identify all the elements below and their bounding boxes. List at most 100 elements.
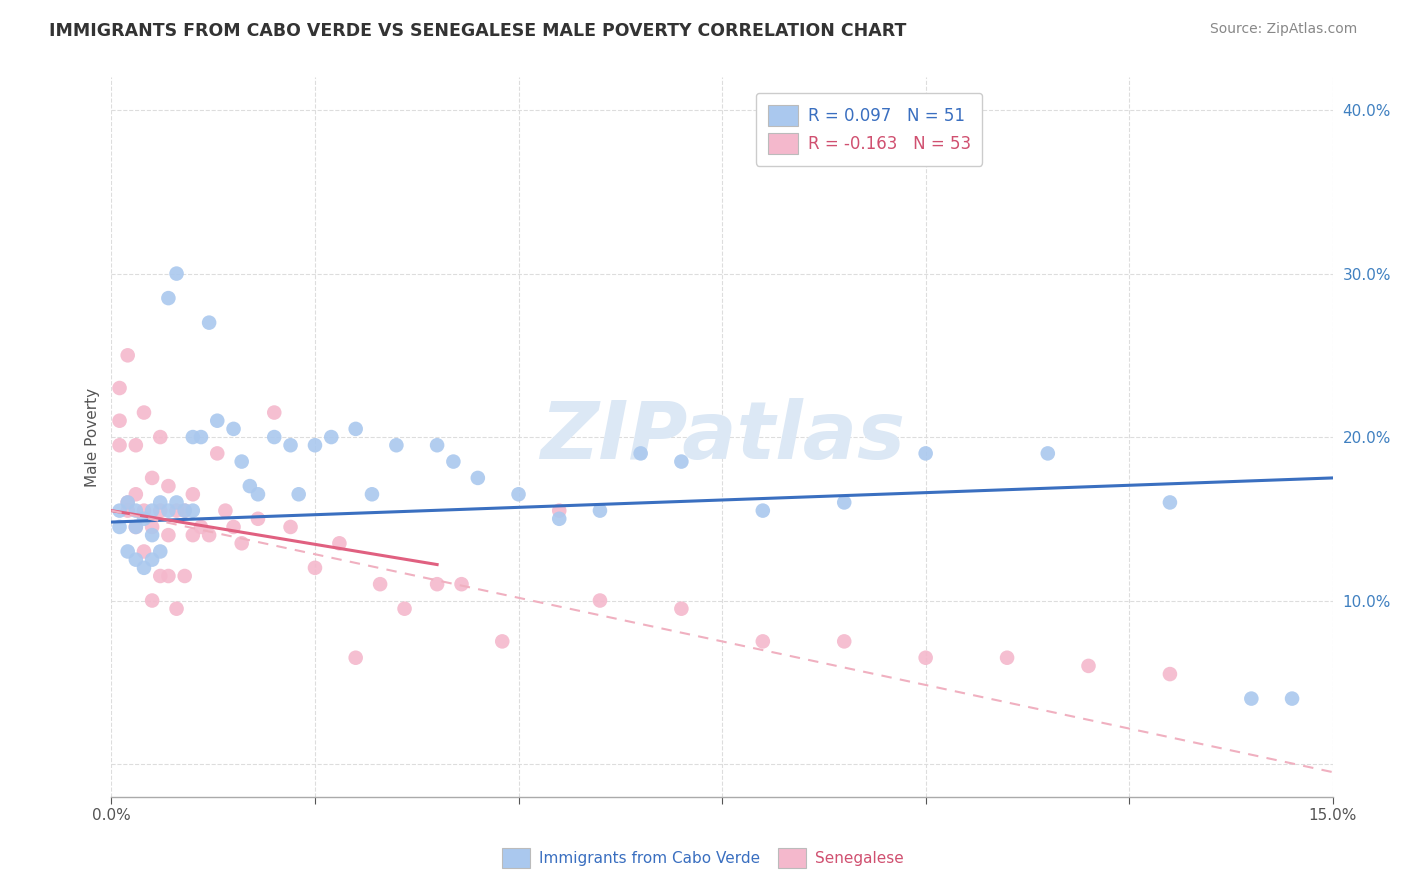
Point [181, 430, 204, 444]
Point [467, 471, 489, 485]
Point [149, 503, 172, 517]
Point [141, 520, 163, 534]
Point [214, 503, 236, 517]
Point [1159, 667, 1181, 681]
Point [198, 528, 221, 542]
Point [426, 577, 449, 591]
Point [141, 503, 163, 517]
Point [173, 569, 195, 583]
Point [117, 503, 139, 517]
Point [141, 593, 163, 607]
Point [508, 487, 530, 501]
Point [231, 454, 253, 468]
Point [344, 422, 367, 436]
Point [304, 561, 326, 575]
Point [280, 438, 302, 452]
Point [141, 471, 163, 485]
Point [914, 446, 936, 460]
Point [263, 405, 285, 419]
Point [280, 520, 302, 534]
Point [117, 495, 139, 509]
Point [132, 503, 155, 517]
Point [246, 512, 269, 526]
Point [125, 520, 148, 534]
Point [263, 430, 285, 444]
Point [441, 454, 464, 468]
Point [132, 561, 155, 575]
Point [108, 381, 131, 395]
Point [181, 503, 204, 517]
Point [173, 503, 195, 517]
Point [328, 536, 350, 550]
Point [287, 487, 309, 501]
Legend: R = 0.097   N = 51, R = -0.163   N = 53: R = 0.097 N = 51, R = -0.163 N = 53 [756, 93, 983, 166]
Point [125, 503, 148, 517]
Point [548, 512, 571, 526]
Point [125, 487, 148, 501]
Point [181, 528, 204, 542]
Point [671, 601, 693, 615]
Point [125, 552, 148, 566]
Point [166, 267, 188, 281]
Point [166, 601, 188, 615]
Point [198, 316, 221, 330]
Point [125, 438, 148, 452]
Point [181, 487, 204, 501]
Point [157, 503, 180, 517]
Point [491, 634, 513, 648]
Point [914, 650, 936, 665]
Point [1281, 691, 1303, 706]
Point [671, 454, 693, 468]
Point [166, 495, 188, 509]
Point [117, 544, 139, 558]
Point [149, 544, 172, 558]
Point [995, 650, 1018, 665]
Point [207, 414, 229, 428]
Point [141, 552, 163, 566]
Point [125, 520, 148, 534]
Point [149, 569, 172, 583]
Point [157, 569, 180, 583]
Point [589, 503, 612, 517]
Point [207, 446, 229, 460]
Point [246, 487, 269, 501]
Point [832, 634, 855, 648]
Legend: Immigrants from Cabo Verde, Senegalese: Immigrants from Cabo Verde, Senegalese [496, 842, 910, 873]
Point [108, 503, 131, 517]
Point [190, 520, 212, 534]
Point [1240, 691, 1263, 706]
Point [1036, 446, 1059, 460]
Text: ZIPatlas: ZIPatlas [540, 398, 904, 476]
Point [117, 348, 139, 362]
Point [752, 503, 775, 517]
Point [149, 430, 172, 444]
Text: IMMIGRANTS FROM CABO VERDE VS SENEGALESE MALE POVERTY CORRELATION CHART: IMMIGRANTS FROM CABO VERDE VS SENEGALESE… [49, 22, 907, 40]
Point [304, 438, 326, 452]
Point [344, 650, 367, 665]
Point [173, 503, 195, 517]
Point [361, 487, 384, 501]
Point [132, 512, 155, 526]
Point [426, 438, 449, 452]
Point [108, 438, 131, 452]
Point [132, 544, 155, 558]
Point [190, 430, 212, 444]
Point [141, 528, 163, 542]
Point [548, 503, 571, 517]
Point [394, 601, 416, 615]
Point [166, 503, 188, 517]
Point [321, 430, 343, 444]
Point [589, 593, 612, 607]
Point [132, 405, 155, 419]
Point [385, 438, 408, 452]
Text: Source: ZipAtlas.com: Source: ZipAtlas.com [1209, 22, 1357, 37]
Point [157, 291, 180, 305]
Point [117, 495, 139, 509]
Point [832, 495, 855, 509]
Y-axis label: Male Poverty: Male Poverty [86, 387, 100, 487]
Point [1159, 495, 1181, 509]
Point [108, 414, 131, 428]
Point [630, 446, 652, 460]
Point [157, 479, 180, 493]
Point [108, 520, 131, 534]
